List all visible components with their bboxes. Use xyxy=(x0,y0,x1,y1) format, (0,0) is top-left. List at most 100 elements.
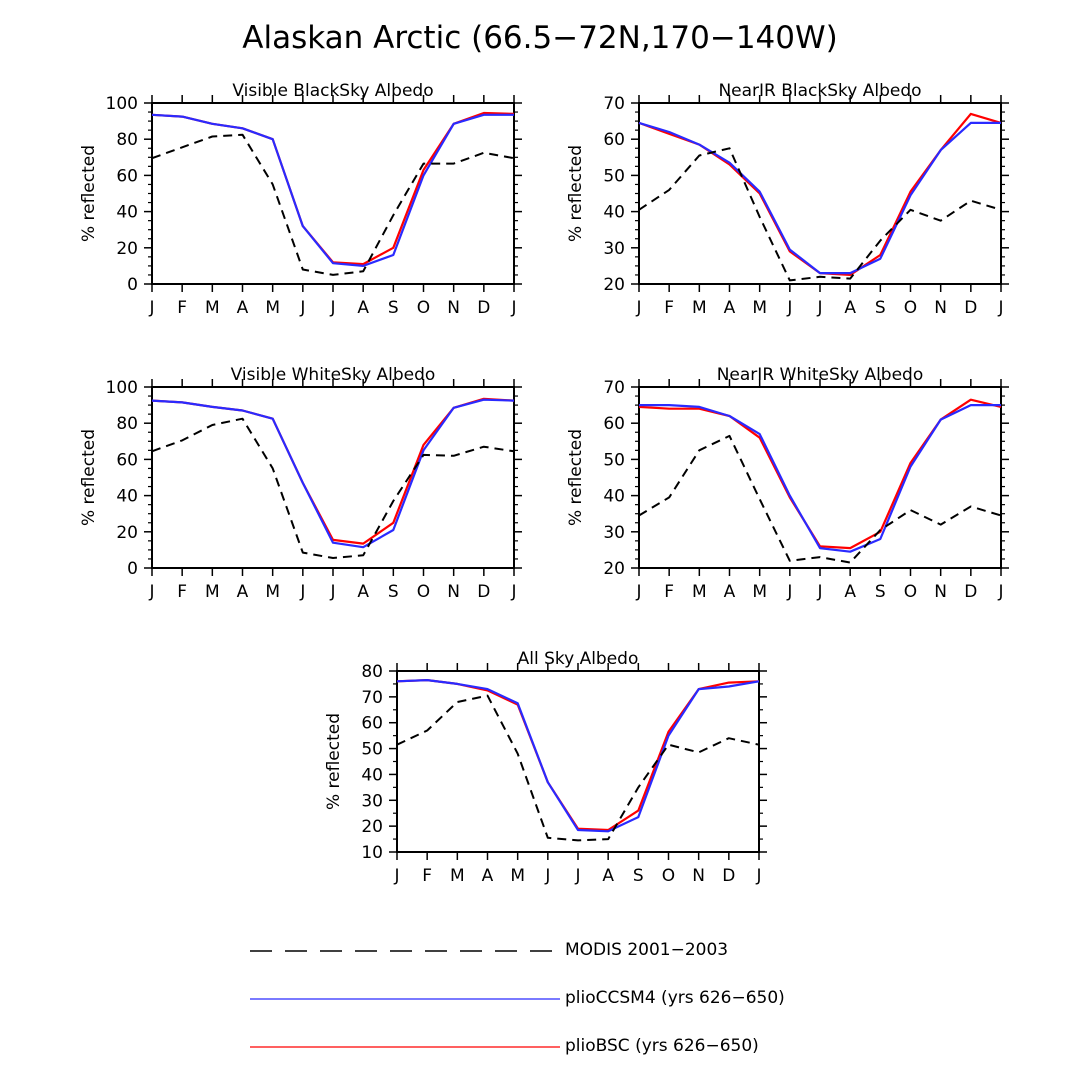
x-tick-label: A xyxy=(844,298,856,318)
y-axis-label: % reflected xyxy=(324,713,344,810)
y-tick-label: 10 xyxy=(361,843,383,863)
y-tick-label: 0 xyxy=(127,275,138,295)
x-tick-label: N xyxy=(447,298,460,318)
series-line-bsc xyxy=(151,111,515,266)
x-tick-label: A xyxy=(724,298,736,318)
chart-title: NearIR WhiteSky Albedo xyxy=(717,365,924,385)
x-tick-label: M xyxy=(752,298,767,318)
y-tick-label: 50 xyxy=(361,740,383,760)
x-tick-label: J xyxy=(635,582,641,602)
x-tick-label: A xyxy=(482,866,494,886)
x-tick-label: O xyxy=(904,582,917,602)
series-line-ccsm4 xyxy=(638,121,1001,275)
x-tick-label: J xyxy=(816,298,822,318)
plot-frame xyxy=(638,102,1002,285)
x-tick-label: A xyxy=(844,582,856,602)
x-tick-label: A xyxy=(237,582,249,602)
x-tick-label: J xyxy=(299,582,305,602)
series-line-ccsm4 xyxy=(396,678,760,833)
chart-title: NearIR BlackSky Albedo xyxy=(718,81,921,101)
y-tick-label: 60 xyxy=(603,130,625,150)
x-tick-label: M xyxy=(692,582,707,602)
y-tick-label: 80 xyxy=(116,130,138,150)
x-tick-label: M xyxy=(752,582,767,602)
y-tick-label: 40 xyxy=(116,487,138,507)
series-line-modis xyxy=(151,417,515,559)
x-tick-label: J xyxy=(997,298,1003,318)
x-tick-label: D xyxy=(477,298,490,318)
y-axis-label: % reflected xyxy=(566,145,586,242)
figure-title: Alaskan Arctic (66.5−72N,170−140W) xyxy=(242,20,838,56)
x-tick-label: D xyxy=(964,298,977,318)
y-tick-label: 60 xyxy=(116,450,138,470)
x-tick-label: N xyxy=(934,298,947,318)
series-line-modis xyxy=(396,694,760,842)
y-tick-label: 0 xyxy=(127,559,138,579)
y-tick-label: 30 xyxy=(603,523,625,543)
x-tick-label: J xyxy=(299,298,305,318)
plot-frame xyxy=(638,386,1002,569)
x-tick-label: M xyxy=(510,866,525,886)
x-tick-label: S xyxy=(875,582,886,602)
x-tick-label: J xyxy=(635,298,641,318)
y-tick-label: 100 xyxy=(106,94,138,114)
x-tick-label: N xyxy=(447,582,460,602)
x-tick-label: J xyxy=(816,582,822,602)
y-tick-label: 30 xyxy=(603,239,625,259)
x-tick-label: F xyxy=(664,298,674,318)
y-tick-label: 40 xyxy=(361,765,383,785)
x-tick-label: J xyxy=(574,866,580,886)
x-tick-label: F xyxy=(664,582,674,602)
plot-frame xyxy=(396,670,760,853)
legend-bsc-label: plioBSC (yrs 626−650) xyxy=(565,1036,759,1056)
x-tick-label: N xyxy=(692,866,705,886)
x-tick-label: F xyxy=(177,582,187,602)
y-tick-label: 50 xyxy=(603,166,625,186)
x-tick-label: D xyxy=(477,582,490,602)
legend-modis-label: MODIS 2001−2003 xyxy=(565,940,729,960)
y-axis-label: % reflected xyxy=(79,145,99,242)
x-tick-label: J xyxy=(148,298,154,318)
y-tick-label: 40 xyxy=(603,487,625,507)
x-tick-label: S xyxy=(633,866,644,886)
series-line-bsc xyxy=(638,398,1002,550)
y-tick-label: 70 xyxy=(361,688,383,708)
x-tick-label: J xyxy=(544,866,550,886)
x-tick-label: J xyxy=(786,582,792,602)
x-tick-label: O xyxy=(904,298,917,318)
series-line-modis xyxy=(151,133,515,276)
x-tick-label: O xyxy=(417,298,430,318)
series-line-bsc xyxy=(396,678,760,832)
x-tick-label: A xyxy=(357,298,369,318)
y-tick-label: 30 xyxy=(361,791,383,811)
x-tick-label: J xyxy=(510,582,516,602)
x-tick-label: J xyxy=(329,298,335,318)
x-tick-label: J xyxy=(997,582,1003,602)
legend-ccsm4-label: plioCCSM4 (yrs 626−650) xyxy=(565,988,785,1008)
x-tick-label: J xyxy=(329,582,335,602)
x-tick-label: A xyxy=(602,866,614,886)
y-tick-label: 100 xyxy=(106,378,138,398)
y-tick-label: 70 xyxy=(603,378,625,398)
x-tick-label: N xyxy=(934,582,947,602)
series-line-modis xyxy=(638,434,1002,564)
x-tick-label: M xyxy=(205,582,220,602)
x-tick-label: M xyxy=(265,298,280,318)
y-tick-label: 70 xyxy=(603,94,625,114)
y-tick-label: 80 xyxy=(361,662,383,682)
legend-bsc: plioBSC (yrs 626−650) xyxy=(250,1032,950,1062)
series-line-modis xyxy=(638,147,1002,282)
y-tick-label: 20 xyxy=(116,239,138,259)
y-tick-label: 80 xyxy=(116,414,138,434)
chart-title: Visible BlackSky Albedo xyxy=(232,81,433,101)
x-tick-label: D xyxy=(722,866,735,886)
x-tick-label: A xyxy=(724,582,736,602)
y-tick-label: 20 xyxy=(603,275,625,295)
y-tick-label: 50 xyxy=(603,450,625,470)
series-line-ccsm4 xyxy=(151,113,514,267)
series-line-bsc xyxy=(151,397,515,545)
